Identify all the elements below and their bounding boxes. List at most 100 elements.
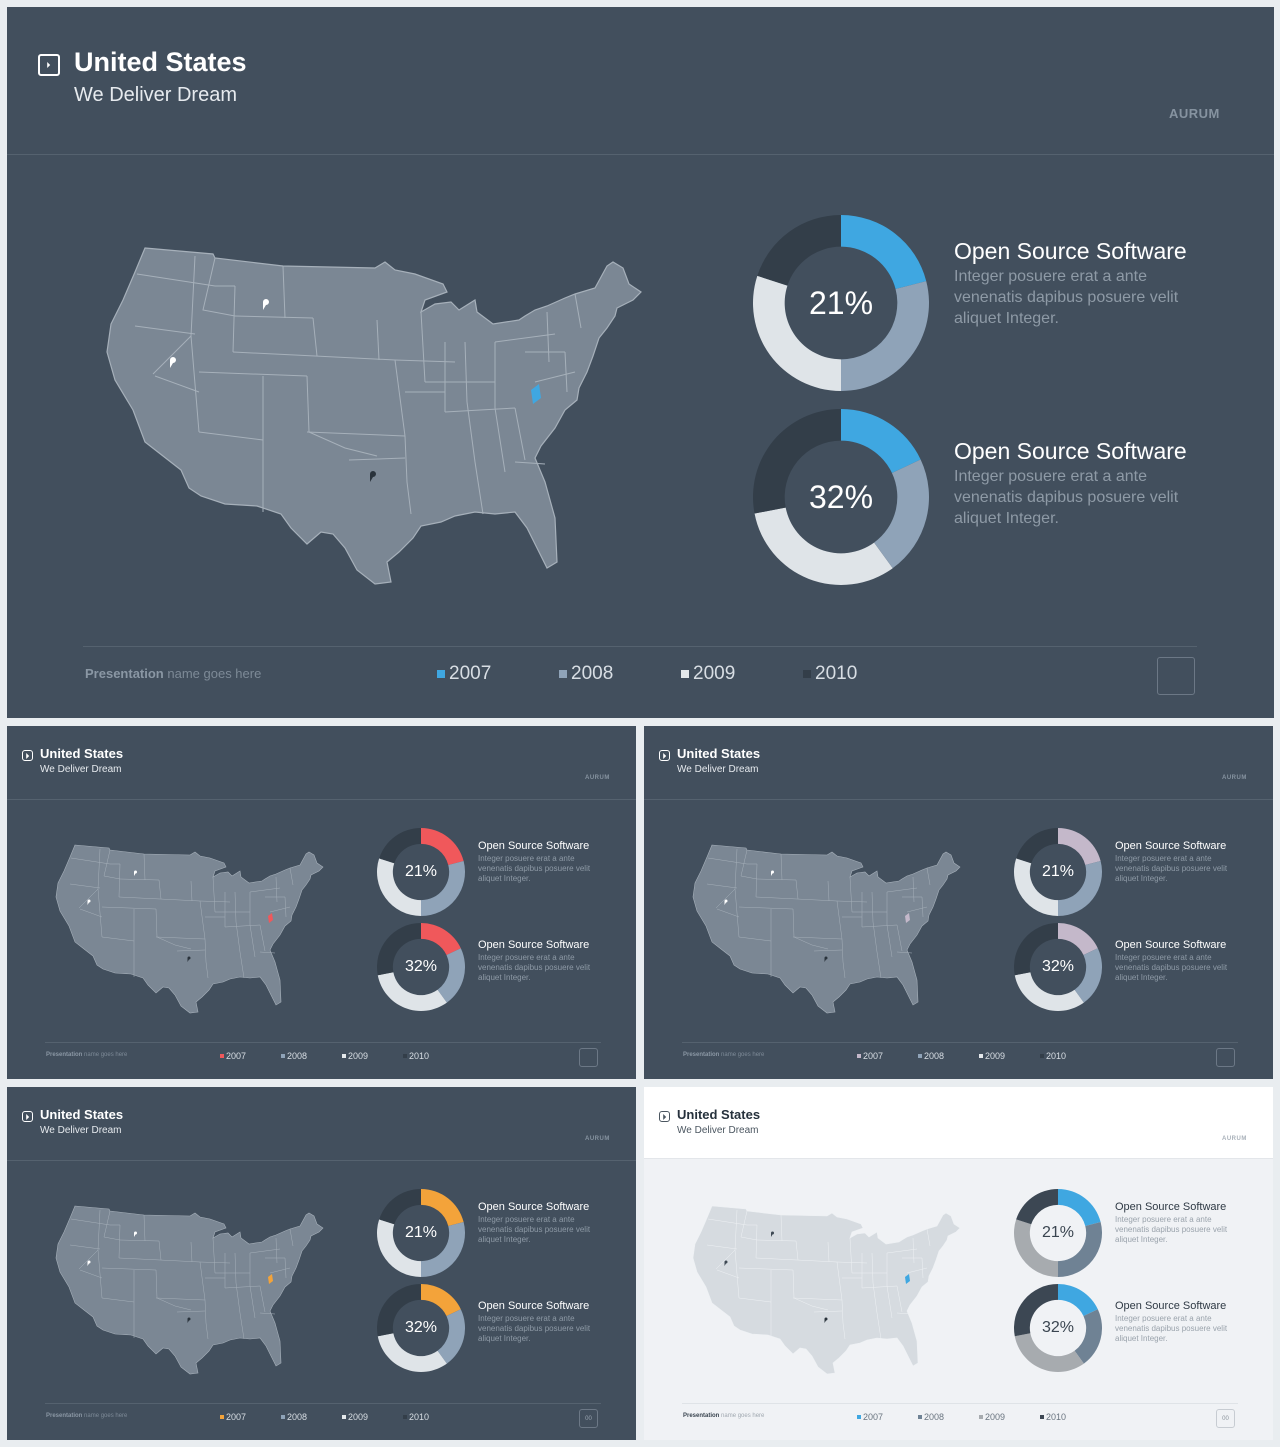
- legend-item-2009: 2009: [979, 1051, 1005, 1061]
- donut-percent: 21%: [404, 863, 438, 880]
- donut-slice-2007: [421, 828, 464, 865]
- donut-slice-2007: [421, 1284, 461, 1317]
- donut-slice-2008: [874, 459, 929, 569]
- map-pin-icon[interactable]: [187, 1317, 191, 1324]
- map-pin-icon[interactable]: [724, 899, 728, 906]
- slide-variant-orange: United States We Deliver Dream AURUM 21%…: [7, 1087, 636, 1440]
- donut-chart-1: 21%: [1014, 1189, 1102, 1277]
- page-number[interactable]: 00: [1216, 1409, 1235, 1428]
- donut-chart-2: 32%: [377, 923, 465, 1011]
- presentation-name: Presentation name goes here: [46, 1413, 128, 1419]
- donut-slice-2008: [1074, 1309, 1102, 1364]
- donut-percent: 32%: [404, 958, 438, 975]
- map-pin-icon[interactable]: [771, 870, 774, 877]
- presentation-name: Presentation name goes here: [85, 666, 262, 681]
- chart-title: Open Source Software: [478, 840, 590, 852]
- legend-item-2010: 2010: [403, 1412, 429, 1422]
- donut-slice-2010: [377, 923, 421, 976]
- highlighted-state[interactable]: [531, 384, 541, 404]
- slide-header: [644, 726, 1273, 800]
- donut-slice-2010: [1014, 923, 1058, 976]
- presentation-name: Presentation name goes here: [683, 1052, 765, 1058]
- map-pin-icon[interactable]: [187, 956, 191, 963]
- map-pin-icon[interactable]: [87, 899, 91, 906]
- map-pin-icon[interactable]: [87, 1260, 91, 1267]
- chart-title: Open Source Software: [954, 438, 1187, 464]
- donut-slice-2009: [377, 1219, 421, 1277]
- play-icon[interactable]: [22, 1111, 33, 1122]
- donut-chart-1: 21%: [377, 828, 465, 916]
- donut-chart-2: 32%: [1014, 1284, 1102, 1372]
- map-pin-icon[interactable]: [134, 870, 137, 877]
- play-icon[interactable]: [38, 54, 60, 76]
- legend-swatch: [681, 670, 689, 678]
- legend-item-2007: 2007: [857, 1051, 883, 1061]
- map-pin-icon[interactable]: [263, 299, 269, 310]
- slide-subtitle: We Deliver Dream: [40, 764, 122, 775]
- state-borders: [69, 1209, 294, 1340]
- brand-logo: AURUM: [1169, 106, 1220, 121]
- slide-variant-red: United States We Deliver Dream AURUM 21%…: [7, 726, 636, 1079]
- chart-title: Open Source Software: [1115, 840, 1227, 852]
- us-map-outline: [55, 1205, 324, 1375]
- footer-divider: [45, 1042, 601, 1043]
- donut-percent: 32%: [808, 478, 874, 515]
- slide-title: United States: [40, 1107, 124, 1122]
- map-pin-icon[interactable]: [170, 357, 176, 368]
- chart-title: Open Source Software: [1115, 939, 1227, 951]
- legend-swatch: [857, 1054, 861, 1058]
- play-icon[interactable]: [659, 1111, 670, 1122]
- chart-description: Integer posuere erat a ante venenatis da…: [954, 468, 1179, 527]
- donut-slice-2008: [1058, 861, 1102, 916]
- legend-swatch: [403, 1415, 407, 1419]
- map-pin-icon[interactable]: [824, 956, 828, 963]
- donut-chart-2: 32%: [377, 1284, 465, 1372]
- state-borders: [706, 1209, 931, 1340]
- us-map-outline: [692, 844, 961, 1014]
- donut-slice-2009: [377, 972, 447, 1011]
- us-map: [95, 232, 655, 592]
- map-pin-icon[interactable]: [771, 1231, 774, 1238]
- highlighted-state[interactable]: [268, 913, 273, 923]
- us-map: [687, 1198, 967, 1378]
- map-pin-icon[interactable]: [370, 471, 376, 482]
- legend-item-2007: 2007: [220, 1051, 246, 1061]
- highlighted-state[interactable]: [268, 1274, 273, 1284]
- donut-slice-2009: [1014, 1333, 1084, 1372]
- legend-item-2010: 2010: [1040, 1412, 1066, 1422]
- play-icon[interactable]: [659, 750, 670, 761]
- page-number[interactable]: [1157, 657, 1195, 695]
- donut-slice-2007: [841, 215, 927, 289]
- donut-slice-2010: [379, 1189, 421, 1225]
- slide-title: United States: [74, 47, 247, 77]
- brand-logo: AURUM: [585, 1136, 610, 1142]
- us-map-outline: [55, 844, 324, 1014]
- footer-divider: [45, 1403, 601, 1404]
- highlighted-state[interactable]: [905, 913, 910, 923]
- slide-title: United States: [40, 746, 124, 761]
- footer-divider: [682, 1042, 1238, 1043]
- slide-subtitle: We Deliver Dream: [74, 84, 237, 106]
- us-map: [50, 1198, 330, 1378]
- map-pin-icon[interactable]: [724, 1260, 728, 1267]
- legend-item-2009: 2009: [342, 1051, 368, 1061]
- page-number[interactable]: [579, 1048, 598, 1067]
- chart-title: Open Source Software: [1115, 1201, 1227, 1213]
- highlighted-state[interactable]: [905, 1274, 910, 1284]
- donut-slice-2008: [1074, 948, 1102, 1003]
- slide-header: [644, 1087, 1273, 1159]
- legend-item-2008: 2008: [918, 1051, 944, 1061]
- slide-title: United States: [677, 746, 761, 761]
- page-number[interactable]: [1216, 1048, 1235, 1067]
- page-number[interactable]: 00: [579, 1409, 598, 1428]
- slide-title: United States: [677, 1107, 761, 1122]
- donut-slice-2010: [377, 1284, 421, 1337]
- map-pin-icon[interactable]: [824, 1317, 828, 1324]
- donut-slice-2007: [421, 923, 461, 956]
- map-pin-icon[interactable]: [134, 1231, 137, 1238]
- legend-swatch: [342, 1415, 346, 1419]
- slide-variant-light: United States We Deliver Dream AURUM 21%…: [644, 1087, 1273, 1440]
- legend-item-2008: 2008: [281, 1051, 307, 1061]
- donut-chart-1: 21%: [753, 215, 929, 391]
- play-icon[interactable]: [22, 750, 33, 761]
